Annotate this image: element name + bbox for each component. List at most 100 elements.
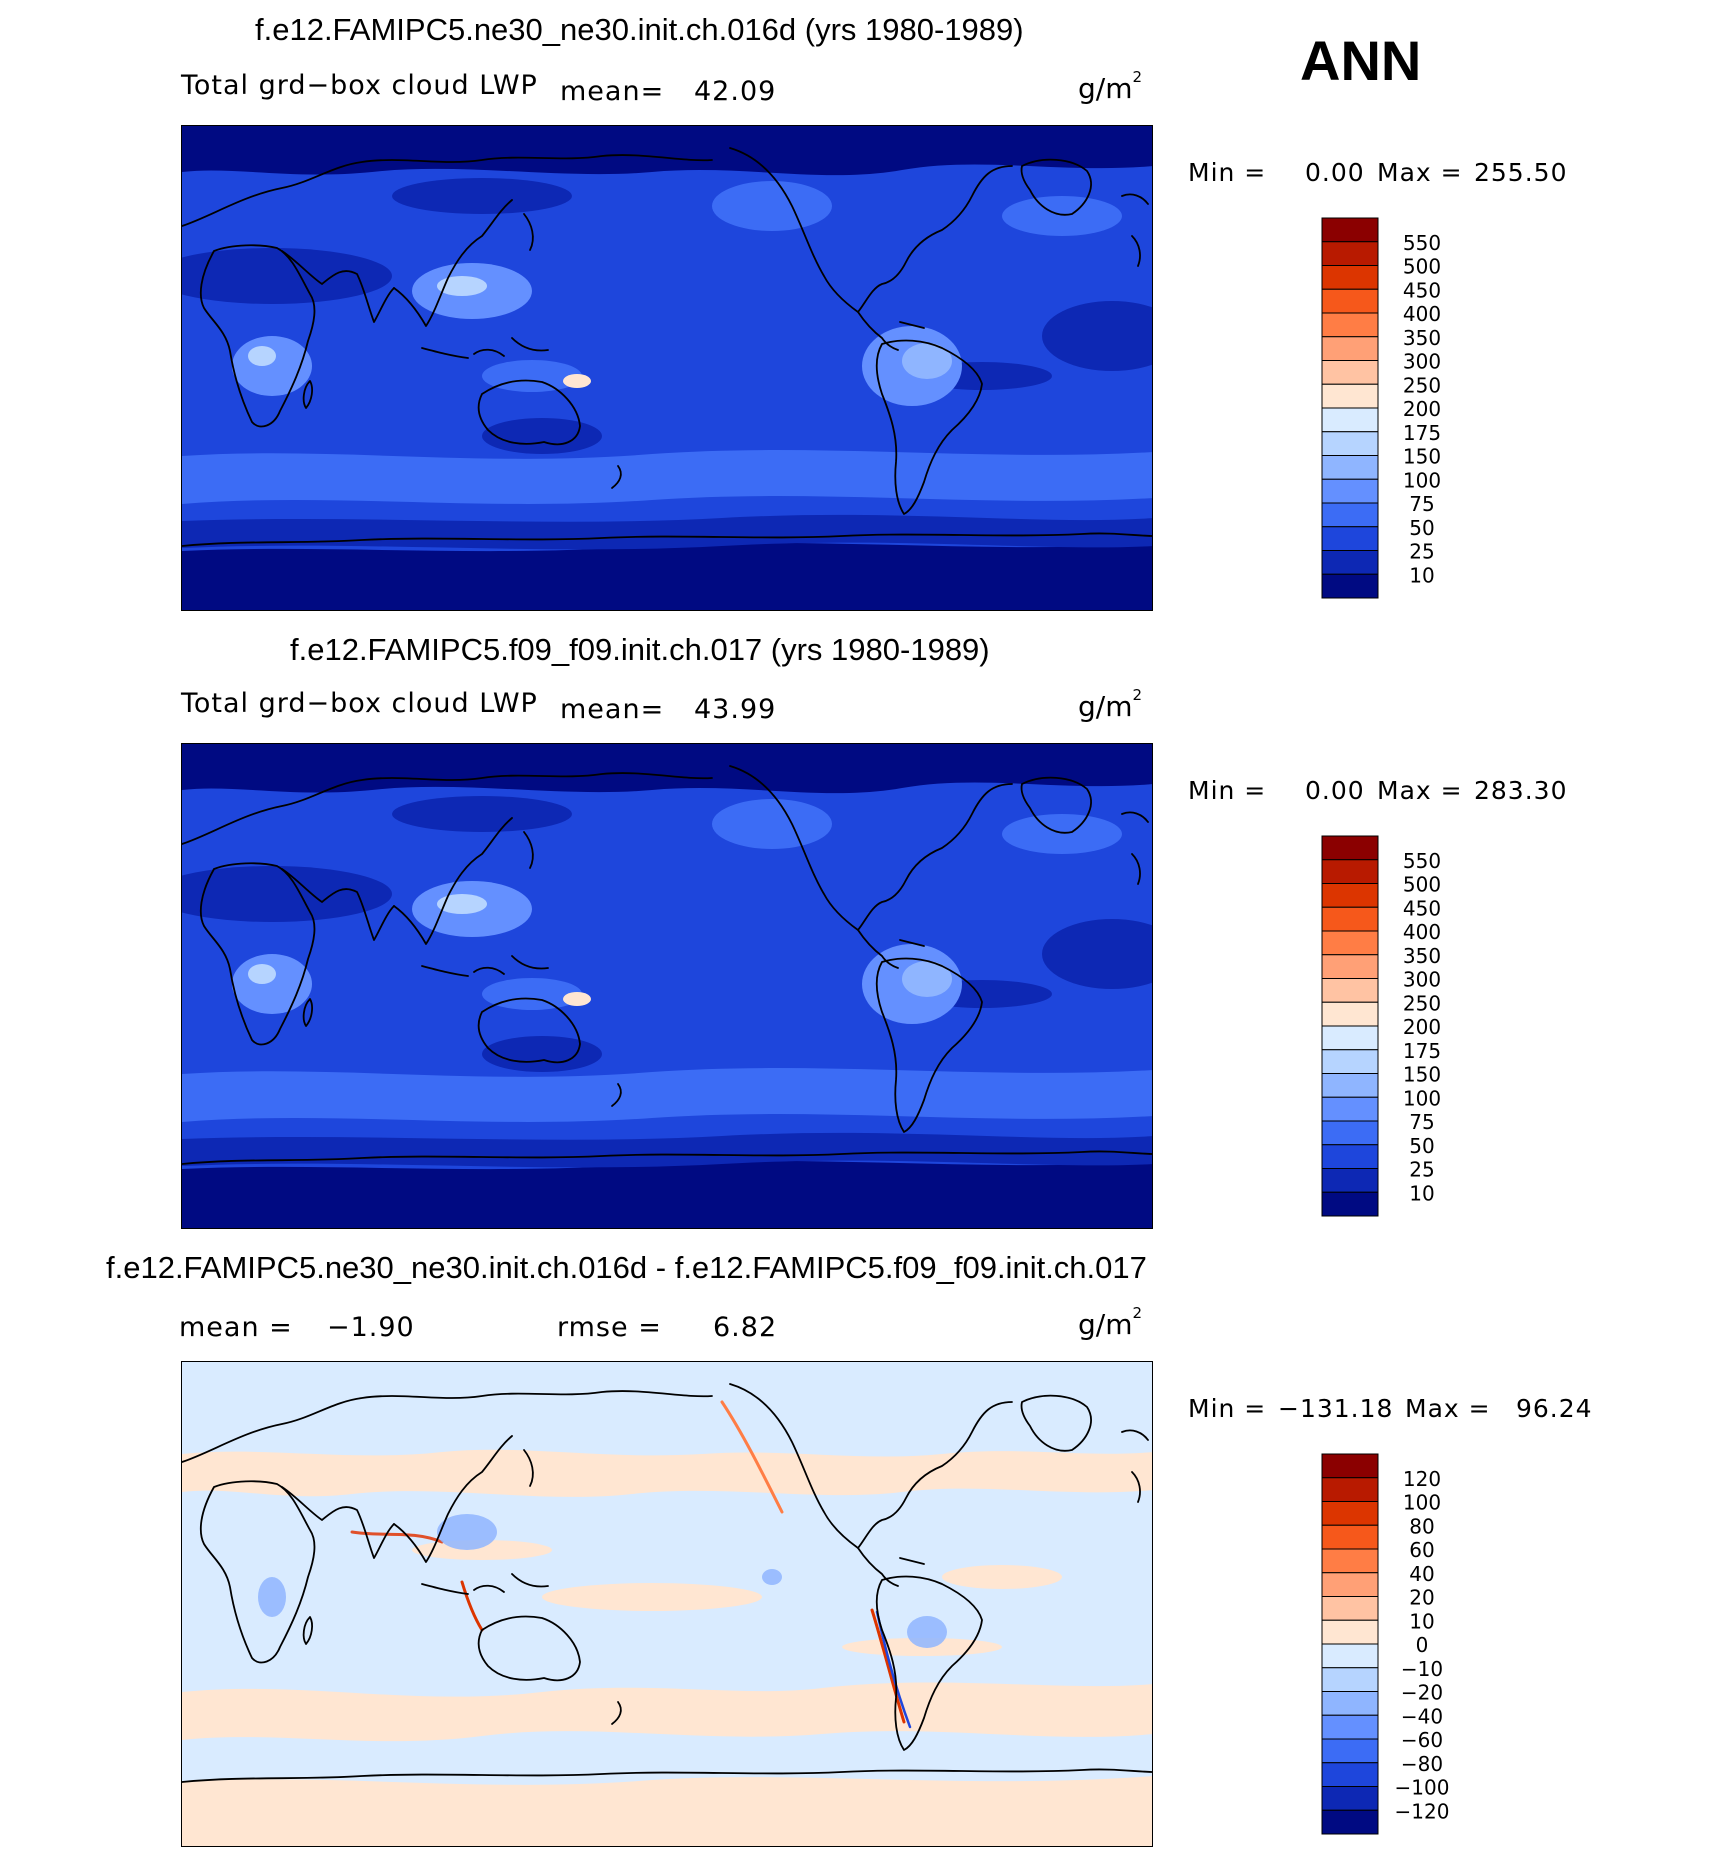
colorbar-tick-label: 450 [1403,278,1441,302]
colorbar-swatch [1321,835,1379,861]
colorbar-tick-label: 25 [1409,540,1434,564]
colorbar-tick-label: 100 [1403,1086,1441,1110]
colorbar-swatch [1321,1619,1379,1645]
colorbar-swatch [1321,1643,1379,1669]
colorbar-tick-label: −80 [1401,1752,1443,1776]
panel3-max-label: Max = [1405,1394,1491,1423]
colorbar-tick-label: 300 [1403,968,1441,992]
colorbar-swatch [1321,1596,1379,1621]
panel3-map [181,1361,1153,1847]
colorbar-swatch [1321,1144,1379,1169]
panel1-variable: Total grd−box cloud LWP [181,70,538,101]
colorbar-swatch [1321,241,1379,266]
panel2-min-label: Min = [1188,776,1267,805]
panel1-units: g/m2 [1078,68,1143,105]
colorbar-swatch [1321,1809,1379,1835]
colorbar-tick-label: 175 [1403,1039,1441,1063]
colorbar-tick-label: 75 [1409,492,1434,516]
colorbar-tick-label: 50 [1409,1134,1434,1158]
panel1-min-value: 0.00 [1305,158,1365,187]
colorbar-swatch [1321,1477,1379,1502]
colorbar-swatch [1321,1001,1379,1027]
colorbar-swatch [1321,1501,1379,1526]
colorbar-tick-label: 150 [1403,445,1441,469]
colorbar-swatch [1321,1120,1379,1146]
colorbar-tick-label: −60 [1401,1728,1443,1752]
colorbar-tick-label: 100 [1403,468,1441,492]
colorbar-swatch [1321,502,1379,528]
colorbar-tick-label: −120 [1395,1799,1450,1823]
colorbar-tick-label: 500 [1403,873,1441,897]
colorbar-tick-label: 10 [1409,1181,1434,1205]
panel1-max-label: Max = [1377,158,1463,187]
panel3-min-label: Min = [1188,1394,1267,1423]
colorbar-tick-label: 350 [1403,944,1441,968]
panel2-max-value: 283.30 [1474,776,1568,805]
colorbar-tick-label: 10 [1409,1609,1434,1633]
colorbar-tick-label: 200 [1403,1015,1441,1039]
colorbar-tick-label: 150 [1403,1063,1441,1087]
colorbar-swatch [1321,360,1379,385]
panel2-variable: Total grd−box cloud LWP [181,688,538,719]
colorbar-swatch [1321,1049,1379,1074]
colorbar-tick-label: 250 [1403,373,1441,397]
colorbar-tick-label: 40 [1409,1562,1434,1586]
colorbar-tick-label: −100 [1395,1776,1450,1800]
colorbar-swatch [1321,455,1379,480]
panel3-max-value: 96.24 [1516,1394,1593,1423]
colorbar-tick-label: 50 [1409,516,1434,540]
colorbar-swatch [1321,1168,1379,1193]
panel3-mean-label: mean = [179,1312,293,1343]
colorbar-swatch [1321,954,1379,979]
panel3-rmse-value: 6.82 [713,1312,778,1343]
panel2-mean-label: mean= [560,694,665,725]
colorbar-tick-label: 10 [1409,563,1434,587]
colorbar-swatch [1321,978,1379,1003]
colorbar-swatch [1321,312,1379,338]
colorbar-tick-label: 450 [1403,896,1441,920]
colorbar-tick-label: 120 [1403,1467,1441,1491]
panel3-mean-value: −1.90 [327,1312,415,1343]
colorbar-swatch [1321,1572,1379,1597]
colorbar-tick-label: 0 [1416,1633,1429,1657]
panel1-mean-value: 42.09 [694,76,777,107]
panel1-colorbar: 550 500 450 400 350 300 250 200 175 150 100 75 50 25 1… [1321,217,1482,603]
panel3-title: f.e12.FAMIPC5.ne30_ne30.init.ch.016d - f… [106,1250,1147,1285]
panel3-colorbar: 120 100 80 60 40 20 10 0 −10 −20 −40 −60 −80 −100 −120 [1321,1453,1482,1839]
colorbar-tick-label: 550 [1403,231,1441,255]
colorbar-swatch [1321,1025,1379,1051]
colorbar-tick-label: −20 [1401,1681,1443,1705]
colorbar-swatch [1321,526,1379,551]
colorbar-tick-label: 250 [1403,991,1441,1015]
panel3-rmse-label: rmse = [557,1312,662,1343]
colorbar-swatch [1321,1524,1379,1550]
colorbar-tick-label: −40 [1401,1704,1443,1728]
season-label: ANN [1300,29,1422,92]
panel1-title: f.e12.FAMIPC5.ne30_ne30.init.ch.016d (yr… [255,12,1024,47]
panel2-title: f.e12.FAMIPC5.f09_f09.init.ch.017 (yrs 1… [290,632,990,667]
colorbar-tick-label: 75 [1409,1110,1434,1134]
colorbar-swatch [1321,1667,1379,1692]
panel1-max-value: 255.50 [1474,158,1568,187]
panel2-max-label: Max = [1377,776,1463,805]
colorbar-tick-label: 550 [1403,849,1441,873]
colorbar-tick-label: 400 [1403,302,1441,326]
colorbar-tick-label: 100 [1403,1491,1441,1515]
colorbar-swatch [1321,1762,1379,1787]
panel2-mean-value: 43.99 [694,694,777,725]
colorbar-tick-label: 300 [1403,350,1441,374]
panel2-units: g/m2 [1078,686,1143,723]
colorbar-tick-label: −10 [1401,1657,1443,1681]
colorbar-swatch [1321,906,1379,932]
colorbar-swatch [1321,883,1379,908]
colorbar-swatch [1321,1191,1379,1217]
colorbar-swatch [1321,1073,1379,1098]
colorbar-swatch [1321,288,1379,314]
colorbar-swatch [1321,217,1379,243]
panel2-colorbar: 550 500 450 400 350 300 250 200 175 150 100 75 50 25 1… [1321,835,1482,1221]
colorbar-tick-label: 80 [1409,1514,1434,1538]
panel3-units: g/m2 [1078,1304,1143,1341]
colorbar-swatch [1321,1738,1379,1764]
colorbar-swatch [1321,1691,1379,1716]
colorbar-swatch [1321,265,1379,290]
